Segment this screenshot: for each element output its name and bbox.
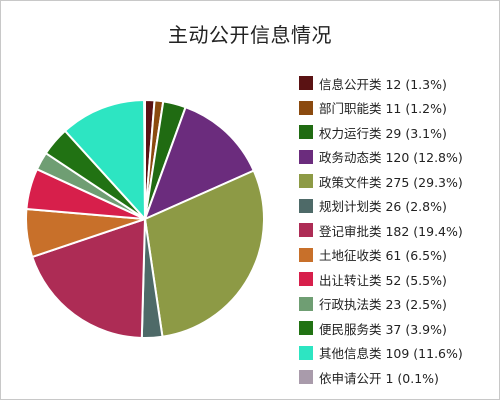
legend-label: 部门职能类 11 (1.2%)	[319, 101, 447, 117]
legend-label: 便民服务类 37 (3.9%)	[319, 321, 447, 337]
legend-label: 依申请公开 1 (0.1%)	[319, 370, 439, 386]
legend-label: 规划计划类 26 (2.8%)	[319, 199, 447, 215]
pie-slice-4	[144, 169, 265, 338]
legend-label: 政策文件类 275 (29.3%)	[319, 174, 463, 190]
legend-swatch	[299, 345, 313, 360]
legend-item: 权力运行类 29 (3.1%)	[299, 120, 463, 145]
legend-label: 政务动态类 120 (12.8%)	[319, 150, 463, 166]
legend-swatch	[299, 247, 313, 262]
legend-item: 便民服务类 37 (3.9%)	[299, 316, 463, 341]
legend-label: 信息公开类 12 (1.3%)	[319, 76, 447, 92]
legend-label: 土地征收类 61 (6.5%)	[319, 248, 447, 264]
chart-legend: 信息公开类 12 (1.3%) 部门职能类 11 (1.2%) 权力运行类 29 (…	[299, 71, 463, 390]
legend-item: 出让转让类 52 (5.5%)	[299, 267, 463, 292]
legend-swatch	[299, 296, 313, 311]
legend-label: 行政执法类 23 (2.5%)	[319, 297, 447, 313]
legend-swatch	[299, 100, 313, 115]
legend-swatch	[299, 223, 313, 238]
legend-item: 土地征收类 61 (6.5%)	[299, 243, 463, 268]
legend-swatch	[299, 272, 313, 287]
chart-title: 主动公开信息情况	[168, 23, 332, 47]
legend-item: 部门职能类 11 (1.2%)	[299, 96, 463, 121]
pie-slice-6	[31, 218, 146, 339]
pie-slice-11	[64, 99, 146, 220]
legend-item: 信息公开类 12 (1.3%)	[299, 71, 463, 96]
pie-slice-12	[143, 98, 146, 220]
legend-swatch	[299, 198, 313, 213]
legend-swatch	[299, 125, 313, 140]
legend-item: 其他信息类 109 (11.6%)	[299, 341, 463, 366]
legend-swatch	[299, 174, 313, 189]
legend-item: 规划计划类 26 (2.8%)	[299, 194, 463, 219]
legend-swatch	[299, 370, 313, 385]
legend-swatch	[299, 149, 313, 164]
legend-swatch	[299, 321, 313, 336]
legend-label: 权力运行类 29 (3.1%)	[319, 125, 447, 141]
legend-item: 政务动态类 120 (12.8%)	[299, 145, 463, 170]
legend-item: 行政执法类 23 (2.5%)	[299, 292, 463, 317]
pie-slice-3	[144, 106, 255, 220]
legend-label: 登记审批类 182 (19.4%)	[319, 223, 463, 239]
legend-label: 其他信息类 109 (11.6%)	[319, 346, 463, 362]
legend-item: 登记审批类 182 (19.4%)	[299, 218, 463, 243]
legend-swatch	[299, 76, 313, 91]
legend-item: 政策文件类 275 (29.3%)	[299, 169, 463, 194]
legend-item: 依申请公开 1 (0.1%)	[299, 365, 463, 390]
legend-label: 出让转让类 52 (5.5%)	[319, 272, 447, 288]
